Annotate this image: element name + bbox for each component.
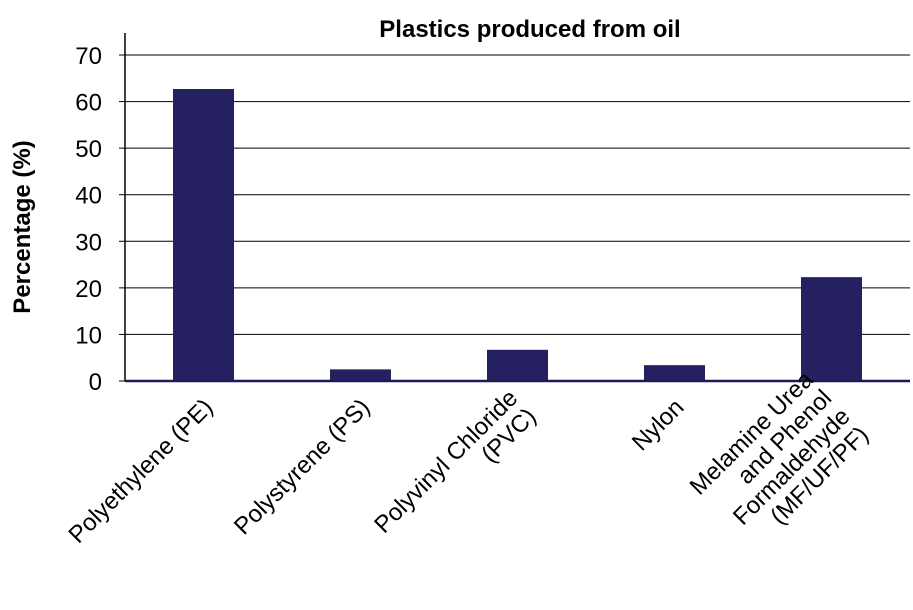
bars [173,88,862,382]
y-tick-label: 10 [75,322,102,349]
y-tick-label: 40 [75,183,102,210]
y-tick-label: 20 [75,276,102,303]
x-axis-labels: Polyethylene (PE) Polystyrene (PS)Polyvin… [63,366,874,549]
x-tick-label: Polyethylene (PE) [63,394,218,549]
bar [330,369,391,381]
y-tick-label: 50 [75,136,102,163]
x-tick-label-line: Polystyrene (PS) [229,394,375,540]
axes [124,33,910,383]
bar [644,365,705,381]
bar [173,88,234,382]
chart-title: Plastics produced from oil [379,16,680,43]
bar [801,277,862,381]
x-tick-label-line: Polyethylene (PE) [63,394,218,549]
y-tick-label: 0 [89,369,102,396]
x-tick-label-line: Nylon [627,394,689,456]
y-tick-label: 30 [75,229,102,256]
x-tick-label: Polystyrene (PS) [229,394,375,540]
x-tick-label: Polyvinyl Chloride(PVC) [369,385,541,539]
y-tick-label: 70 [75,43,102,70]
y-axis-ticks: 0 10 20 30 40 50 60 70 [75,43,125,396]
bar [487,349,548,381]
gridlines [125,54,910,335]
y-tick-label: 60 [75,90,102,117]
y-axis-label: Percentage (%) [9,140,36,313]
x-tick-label: Nylon [627,394,689,456]
